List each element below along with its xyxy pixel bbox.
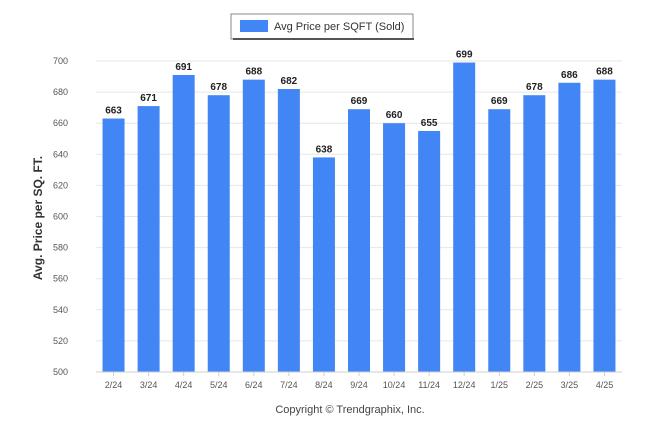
y-tick-label: 620: [53, 180, 68, 190]
bar: [137, 106, 160, 372]
bar-value-label: 688: [596, 67, 613, 78]
bar-value-label: 655: [421, 118, 438, 129]
data-labels: 663 671 691 678 688 682 638 669 660 655 699 669 678 6…: [105, 50, 613, 156]
bar: [523, 95, 546, 373]
bar-value-label: 669: [351, 96, 368, 107]
bar-value-label: 638: [316, 144, 333, 155]
x-tick-label: 8/24: [315, 380, 333, 390]
y-tick-label: 640: [53, 149, 68, 159]
y-tick-label: 680: [53, 87, 68, 97]
bar-value-label: 682: [281, 76, 298, 87]
bar: [348, 109, 370, 372]
legend-swatch: [240, 20, 268, 32]
x-tick-label: 11/24: [418, 380, 440, 390]
bar-value-label: 691: [175, 62, 192, 73]
bar-value-label: 678: [210, 82, 227, 93]
y-tick-label: 700: [53, 56, 68, 66]
bar-series: [102, 62, 616, 373]
bar: [242, 79, 265, 372]
x-tick-label: 12/24: [453, 380, 476, 390]
bar: [207, 95, 230, 373]
y-tick-label: 540: [53, 305, 68, 315]
bar: [453, 62, 476, 373]
bar-value-label: 663: [105, 106, 122, 117]
legend-entry: Avg Price per SQFT (Sold): [274, 21, 404, 33]
y-tick-label: 600: [53, 212, 68, 222]
y-tick-label: 520: [53, 336, 68, 346]
bar-value-label: 678: [526, 82, 543, 93]
bar-value-label: 669: [491, 96, 508, 107]
x-tick-label: 3/24: [140, 380, 158, 390]
bar: [383, 123, 406, 372]
bar: [277, 88, 300, 373]
y-tick-label: 560: [53, 274, 68, 284]
x-tick-label: 6/24: [245, 380, 263, 390]
x-tick-label: 2/24: [105, 380, 123, 390]
y-tick-label: 500: [53, 367, 68, 377]
y-tick-label: 580: [53, 243, 68, 253]
copyright-footer: Copyright © Trendgraphix, Inc.: [275, 404, 424, 416]
x-tick-label: 9/24: [350, 380, 368, 390]
x-tick-label: 3/25: [561, 380, 579, 390]
legend-shadow: [233, 38, 414, 40]
legend: Avg Price per SQFT (Sold): [230, 13, 414, 40]
x-tick-label: 4/24: [175, 380, 193, 390]
bar: [102, 118, 125, 372]
bar: [558, 82, 581, 373]
bar-value-label: 688: [245, 67, 262, 78]
x-tick-label: 2/25: [526, 380, 544, 390]
x-axis-ticks: 2/24 3/24 4/24 5/24 6/24 7/24 8/24 9/24 10/24 11/…: [105, 372, 613, 390]
bar-value-label: 660: [386, 110, 403, 121]
bar-value-label: 686: [561, 70, 578, 81]
x-tick-label: 5/24: [210, 380, 228, 390]
y-tick-label: 660: [53, 118, 68, 128]
bar-value-label: 671: [140, 93, 157, 104]
bar: [312, 157, 335, 372]
x-tick-label: 1/25: [491, 380, 509, 390]
x-tick-label: 7/24: [280, 380, 298, 390]
bar: [593, 79, 616, 372]
y-axis-ticks: 500 520 540 560 580 600 620 640 660 680 700: [53, 56, 68, 377]
bar: [172, 74, 195, 373]
bar: [418, 130, 441, 372]
x-tick-label: 4/25: [596, 380, 614, 390]
bar-value-label: 699: [456, 50, 473, 61]
y-axis-label: Avg. Price per SQ. FT.: [31, 156, 45, 280]
x-tick-label: 10/24: [383, 380, 406, 390]
bar: [488, 109, 511, 372]
